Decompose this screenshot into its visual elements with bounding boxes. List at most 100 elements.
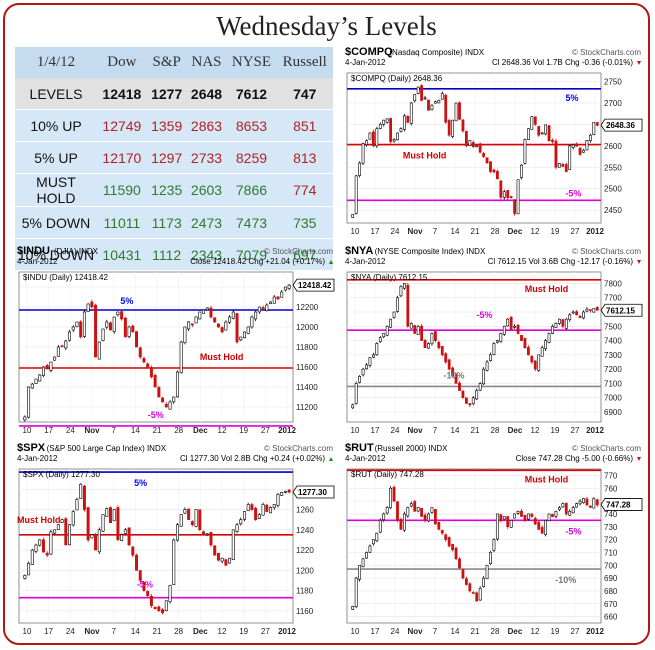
candle-body bbox=[416, 86, 420, 94]
candle-body bbox=[509, 196, 513, 199]
x-tick-label: 12 bbox=[531, 426, 540, 435]
candle-body bbox=[123, 317, 127, 338]
cell: 813 bbox=[276, 141, 333, 174]
candle-body bbox=[461, 119, 465, 132]
x-tick-label: 21 bbox=[471, 426, 480, 435]
candle-body bbox=[224, 321, 228, 331]
cell: 1297 bbox=[146, 141, 187, 174]
table-date: 1/4/12 bbox=[15, 47, 97, 78]
cell: 11590 bbox=[97, 173, 147, 207]
candle-body bbox=[71, 511, 75, 526]
candle-body bbox=[64, 518, 68, 546]
x-tick-label: 7 bbox=[433, 627, 438, 636]
candle-body bbox=[101, 328, 105, 341]
candle-body bbox=[116, 507, 120, 541]
y-tick-label: 11400 bbox=[296, 383, 318, 392]
chart-svg-nya: $NYA (NYSE Composite Index) INDX © StockCh… bbox=[345, 245, 643, 435]
candle-body bbox=[131, 325, 135, 333]
candle-body bbox=[482, 153, 486, 157]
candle-body bbox=[60, 345, 64, 348]
y-tick-label: 11800 bbox=[296, 343, 318, 352]
candle-body bbox=[68, 524, 72, 546]
candle-body bbox=[458, 558, 461, 569]
candle-body bbox=[224, 559, 228, 566]
y-tick-label: 690 bbox=[604, 574, 618, 583]
y-tick-label: 2750 bbox=[604, 78, 622, 87]
cell: 8259 bbox=[226, 141, 277, 174]
candle-body bbox=[537, 521, 541, 530]
candle-body bbox=[544, 520, 548, 535]
y-tick-label: 2550 bbox=[604, 163, 622, 172]
level-label: Must Hold bbox=[17, 515, 61, 525]
candle-body bbox=[164, 403, 168, 408]
col-dow: Dow bbox=[97, 47, 147, 78]
x-tick-label: 28 bbox=[174, 426, 183, 435]
candle-body bbox=[399, 285, 403, 297]
x-tick-label: 17 bbox=[371, 627, 380, 636]
candle-body bbox=[382, 513, 386, 520]
candle-body bbox=[250, 316, 254, 328]
chart-symbol: $SPX bbox=[17, 442, 46, 454]
candle-body bbox=[127, 326, 131, 337]
chart-date: 4-Jan-2012 bbox=[345, 257, 386, 266]
candle-body bbox=[265, 504, 269, 512]
candle-body bbox=[533, 518, 537, 525]
candle-body bbox=[378, 337, 382, 342]
table-row: 5% DOWN 11011 1173 2473 7473 735 bbox=[15, 206, 333, 239]
candle-body bbox=[433, 101, 437, 104]
candle-body bbox=[564, 318, 568, 329]
candle-body bbox=[471, 397, 475, 405]
x-tick-label: 28 bbox=[174, 627, 183, 636]
candle-body bbox=[187, 321, 191, 330]
candle-body bbox=[461, 390, 465, 399]
candle-body bbox=[489, 354, 492, 361]
candle-body bbox=[451, 544, 455, 551]
candle-body bbox=[423, 97, 427, 100]
chart-svg-indu: $INDU (DJIA) INDX © StockCharts.com 4-Jan-2… bbox=[17, 245, 335, 435]
chart-source: © StockCharts.com bbox=[264, 444, 333, 453]
y-tick-label: 7400 bbox=[604, 337, 622, 346]
candle-body bbox=[239, 336, 243, 341]
candle-body bbox=[389, 118, 393, 142]
candle-body bbox=[56, 346, 60, 357]
candle-body bbox=[458, 382, 461, 391]
x-tick-label: 10 bbox=[23, 627, 32, 636]
levels-table: 1/4/12 Dow S&P NAS NYSE Russell LEVELS 1… bbox=[15, 47, 333, 270]
chart-quote: Close 12418.42 Chg +21.04 (+0.17%) bbox=[190, 257, 325, 266]
candle-body bbox=[351, 214, 355, 218]
x-tick-label: 24 bbox=[66, 426, 75, 435]
x-tick-label: 17 bbox=[371, 227, 380, 236]
series-label: $INDU (Daily) 12418.42 bbox=[23, 273, 108, 282]
candle-body bbox=[492, 169, 496, 173]
table-row: 5% UP 12170 1297 2733 8259 813 bbox=[15, 141, 333, 174]
candle-body bbox=[533, 116, 537, 125]
chart-source: © StockCharts.com bbox=[264, 247, 333, 256]
candle-body bbox=[396, 132, 399, 141]
candle-body bbox=[482, 368, 486, 385]
cell: 735 bbox=[276, 206, 333, 239]
x-tick-label: 28 bbox=[491, 627, 500, 636]
y-tick-label: 1180 bbox=[296, 587, 314, 596]
candle-body bbox=[213, 545, 217, 556]
last-value-label: 1277.30 bbox=[298, 488, 327, 497]
cell: 2473 bbox=[186, 206, 227, 239]
candle-body bbox=[475, 592, 479, 602]
candle-body bbox=[595, 307, 599, 311]
candle-body bbox=[365, 140, 368, 146]
candle-body bbox=[427, 513, 430, 522]
x-tick-label: Nov bbox=[407, 426, 423, 435]
candle-body bbox=[509, 316, 513, 330]
y-tick-label: 720 bbox=[604, 536, 618, 545]
candle-body bbox=[502, 191, 506, 198]
candle-body bbox=[198, 509, 202, 531]
x-tick-label: 19 bbox=[239, 627, 248, 636]
level-label: -5% bbox=[565, 188, 581, 198]
y-tick-label: 7000 bbox=[604, 394, 622, 403]
candle-body bbox=[516, 324, 520, 334]
candle-body bbox=[533, 360, 537, 370]
candle-body bbox=[105, 321, 109, 328]
candle-body bbox=[49, 361, 53, 371]
candle-body bbox=[375, 128, 379, 147]
candle-body bbox=[499, 514, 503, 521]
cell: 1277 bbox=[146, 78, 187, 110]
